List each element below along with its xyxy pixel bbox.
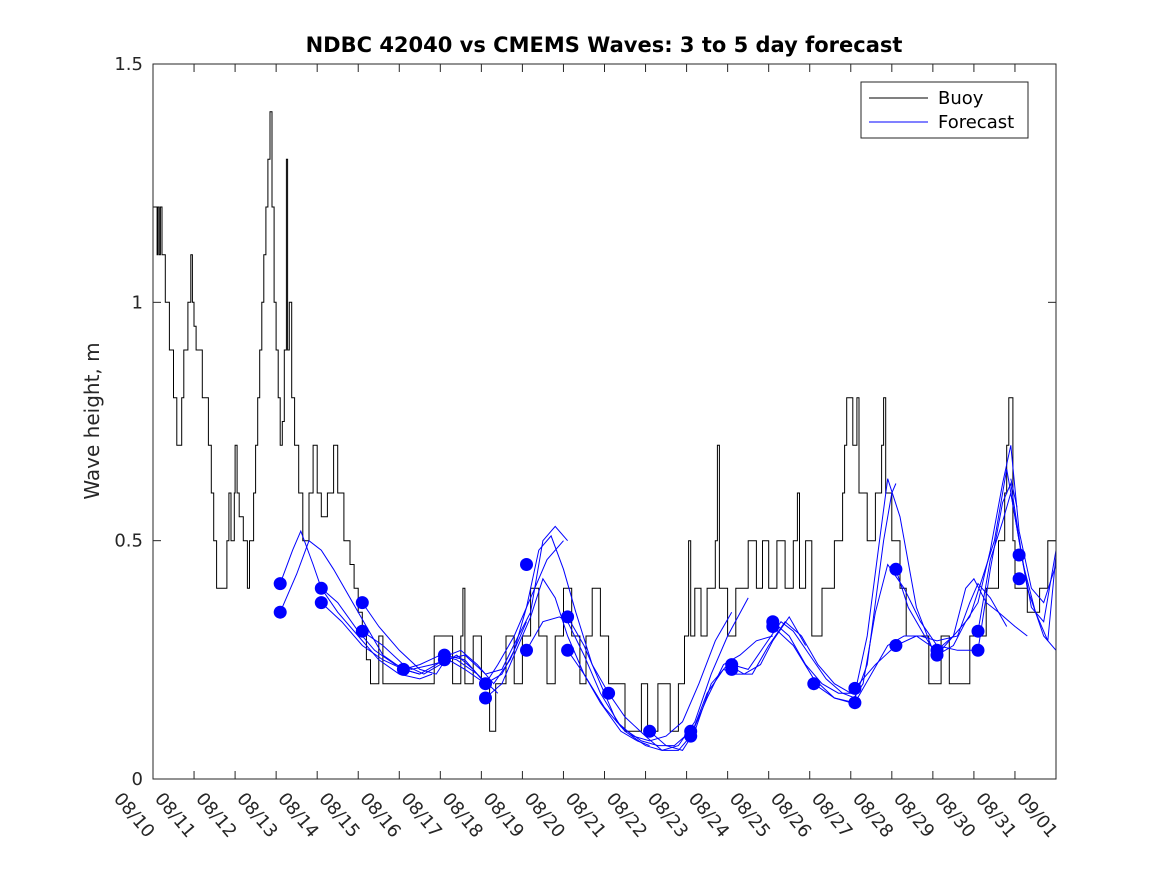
forecast-start-marker <box>355 596 369 610</box>
plot-area <box>153 64 1056 779</box>
forecast-start-marker <box>848 681 862 695</box>
y-tick-label: 1.5 <box>114 54 143 75</box>
legend-forecast-label: Forecast <box>938 112 1014 133</box>
forecast-start-marker <box>1012 572 1026 586</box>
legend-box <box>860 81 1029 139</box>
y-tick-label: 0.5 <box>114 531 143 552</box>
forecast-start-marker <box>520 643 533 657</box>
forecast-start-marker <box>479 677 492 691</box>
forecast-start-marker <box>889 639 903 652</box>
forecast-start-marker <box>355 624 369 638</box>
forecast-start-marker <box>314 596 328 610</box>
forecast-series-line <box>772 478 934 694</box>
forecast-series-line <box>567 611 733 742</box>
forecast-start-marker <box>807 677 821 691</box>
y-axis-label: Wave height, m <box>80 342 104 499</box>
forecast-series-line <box>690 620 852 737</box>
forecast-start-marker <box>889 562 903 576</box>
forecast-series-line <box>731 483 897 699</box>
forecast-series-line <box>279 529 433 680</box>
forecast-start-marker <box>602 686 616 700</box>
forecast-start-marker <box>766 620 780 633</box>
forecast-series-line <box>977 481 1057 651</box>
y-tick-label: 0 <box>132 769 143 790</box>
buoy-series-line <box>153 111 1056 732</box>
forecast-start-marker <box>479 691 492 705</box>
forecast-series-line <box>526 616 692 747</box>
forecast-start-marker <box>314 581 328 595</box>
forecast-start-marker <box>273 605 287 619</box>
forecast-start-marker <box>643 724 657 738</box>
forecast-series-line <box>279 539 420 675</box>
forecast-start-marker <box>437 653 451 667</box>
forecast-start-marker <box>520 558 533 571</box>
legend-buoy-label: Buoy <box>938 88 984 109</box>
forecast-series-line <box>936 445 1057 656</box>
y-tick-label: 1 <box>132 292 143 313</box>
forecast-series-line <box>320 602 499 694</box>
forecast-start-marker <box>930 648 944 662</box>
forecast-series-line <box>977 492 1057 632</box>
legend: Buoy Forecast <box>860 81 1029 139</box>
forecast-start-marker <box>725 662 739 676</box>
forecast-series-line <box>1010 478 1018 508</box>
forecast-start-marker <box>561 643 575 657</box>
forecast-start-marker <box>971 624 985 638</box>
chart-title: NDBC 42040 vs CMEMS Waves: 3 to 5 day fo… <box>306 33 903 57</box>
forecast-series-line <box>403 525 568 675</box>
forecast-start-marker <box>1012 548 1026 562</box>
forecast-start-marker <box>396 662 410 676</box>
forecast-start-marker <box>273 577 287 591</box>
forecast-start-marker <box>848 696 862 710</box>
axes-frame <box>152 63 1057 780</box>
forecast-start-marker <box>971 643 985 657</box>
series-layer <box>153 111 1057 751</box>
forecast-start-marker <box>561 610 575 624</box>
forecast-start-marker <box>684 729 698 743</box>
forecast-series-line <box>895 469 1057 656</box>
